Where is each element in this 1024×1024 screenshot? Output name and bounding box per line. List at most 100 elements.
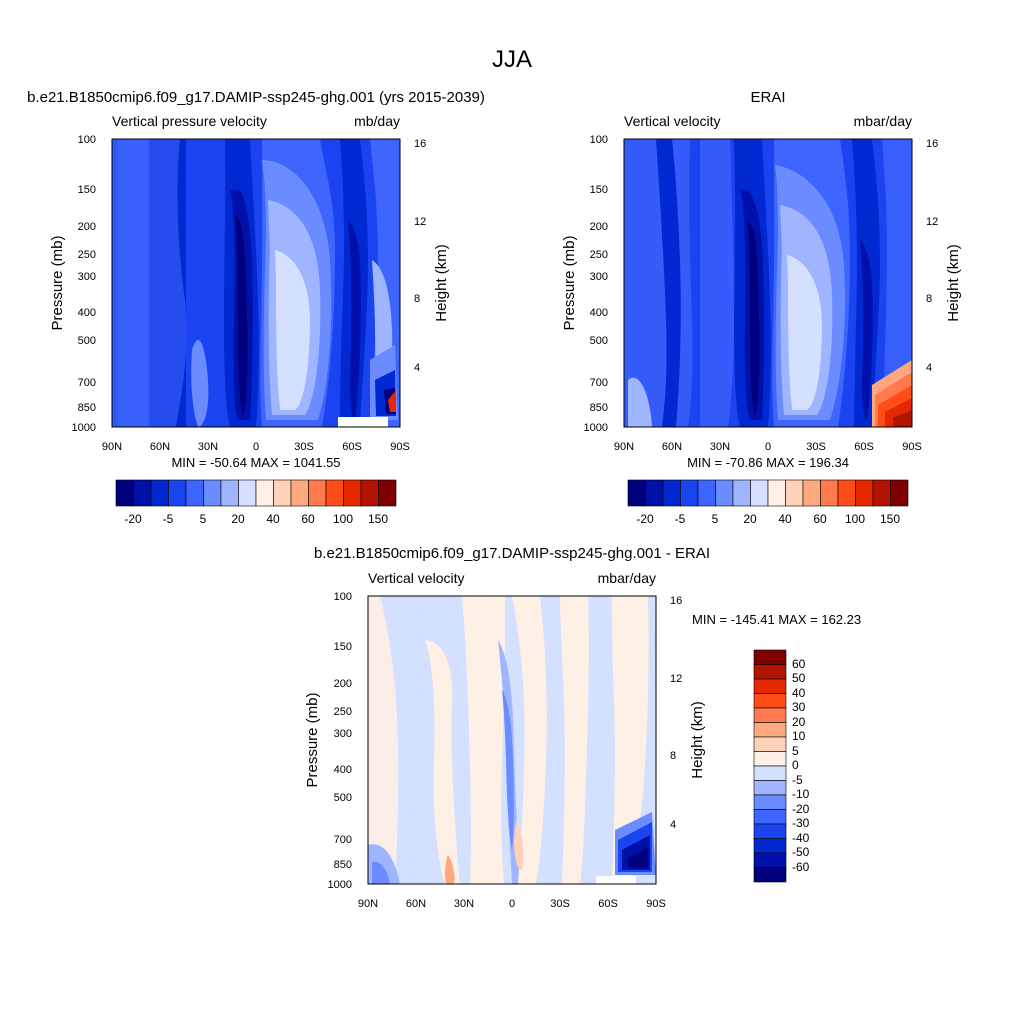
x-tick-label: 30N xyxy=(710,441,730,453)
x-tick-label: 30N xyxy=(198,441,218,453)
y2-tick-label: 12 xyxy=(414,216,426,228)
y-tick-label: 100 xyxy=(590,134,608,146)
x-tick-label: 90S xyxy=(646,898,666,910)
right-label: mb/day xyxy=(354,113,400,129)
colorbar-tick-label: 20 xyxy=(743,512,757,526)
colorbar-swatch xyxy=(872,479,891,507)
colorbar-tick-label: 150 xyxy=(368,512,388,526)
colorbar-tick-label: 100 xyxy=(845,512,865,526)
y-tick-label: 700 xyxy=(78,377,96,389)
y-tick-label: 700 xyxy=(334,834,352,846)
colorbar-tick-label: -10 xyxy=(792,787,810,801)
y-tick-label: 100 xyxy=(334,591,352,603)
colorbar-swatch xyxy=(785,479,804,507)
y-tick-label: 500 xyxy=(334,792,352,804)
colorbar-tick-label: 0 xyxy=(792,758,799,772)
panel-title: ERAI xyxy=(750,89,785,106)
colorbar-swatch xyxy=(627,479,646,507)
colorbar-swatch xyxy=(753,736,787,752)
y2-axis-label: Height (km) xyxy=(433,244,450,322)
colorbar-swatch xyxy=(855,479,874,507)
colorbar-swatch xyxy=(662,479,681,507)
colorbar-swatch xyxy=(753,722,787,738)
left-label: Vertical velocity xyxy=(368,570,464,586)
x-tick-label: 60N xyxy=(662,441,682,453)
colorbar-swatch xyxy=(238,479,257,507)
x-tick-label: 90S xyxy=(902,441,922,453)
y2-tick-label: 4 xyxy=(926,362,932,374)
x-tick-label: 60S xyxy=(854,441,874,453)
colorbar-tick-label: 10 xyxy=(792,729,806,743)
y-tick-label: 700 xyxy=(590,377,608,389)
colorbar-swatch xyxy=(133,479,152,507)
x-tick-label: 0 xyxy=(765,441,771,453)
panel-difference: b.e21.B1850cmip6.f09_g17.DAMIP-ssp245-gh… xyxy=(304,545,861,910)
colorbar xyxy=(115,479,397,507)
y2-tick-label: 16 xyxy=(414,138,426,150)
colorbar-tick-label: 60 xyxy=(792,657,806,671)
colorbar-swatch xyxy=(753,649,787,665)
colorbar-swatch xyxy=(697,479,716,507)
colorbar-swatch xyxy=(308,479,327,507)
x-tick-label: 0 xyxy=(253,441,259,453)
y-tick-label: 250 xyxy=(334,706,352,718)
colorbar-swatch xyxy=(753,780,787,796)
y-tick-label: 300 xyxy=(78,271,96,283)
right-label: mbar/day xyxy=(854,113,912,129)
colorbar-swatch xyxy=(753,765,787,781)
y-tick-label: 300 xyxy=(590,271,608,283)
y-tick-label: 200 xyxy=(334,678,352,690)
colorbar-tick-label: -5 xyxy=(675,512,686,526)
colorbar-tick-label: 20 xyxy=(231,512,245,526)
y-tick-label: 500 xyxy=(590,335,608,347)
y2-ticks: 16 12 8 4 xyxy=(926,138,938,374)
colorbar-swatch xyxy=(753,809,787,825)
stats-label: MIN = -70.86 MAX = 196.34 xyxy=(687,455,849,470)
colorbar-swatch xyxy=(753,838,787,854)
y-tick-label: 400 xyxy=(78,307,96,319)
y2-tick-label: 12 xyxy=(926,216,938,228)
y-tick-label: 850 xyxy=(78,402,96,414)
y2-tick-label: 4 xyxy=(670,819,676,831)
x-tick-label: 60N xyxy=(150,441,170,453)
x-tick-label: 90N xyxy=(358,898,378,910)
x-ticks: 90N 60N 30N 0 30S 60S 90S xyxy=(102,441,410,453)
y2-ticks: 16 12 8 4 xyxy=(414,138,426,374)
y-ticks: 100 150 200 250 300 400 500 700 850 1000 xyxy=(584,134,608,434)
y-tick-label: 1000 xyxy=(328,879,352,891)
colorbar-tick-label: 20 xyxy=(792,715,806,729)
x-tick-label: 30S xyxy=(806,441,826,453)
colorbar-swatch xyxy=(890,479,909,507)
plot-area xyxy=(367,595,657,885)
y-tick-label: 400 xyxy=(590,307,608,319)
colorbar-swatch xyxy=(750,479,769,507)
x-tick-label: 90N xyxy=(614,441,634,453)
colorbar-swatch xyxy=(378,479,397,507)
colorbar xyxy=(753,649,787,883)
colorbar-tick-label: 5 xyxy=(200,512,207,526)
right-label: mbar/day xyxy=(598,570,656,586)
colorbar-tick-label: 100 xyxy=(333,512,353,526)
y-tick-label: 100 xyxy=(78,134,96,146)
y-tick-label: 200 xyxy=(78,221,96,233)
plot-area xyxy=(111,138,406,428)
x-tick-label: 30S xyxy=(294,441,314,453)
panel-title: b.e21.B1850cmip6.f09_g17.DAMIP-ssp245-gh… xyxy=(27,89,485,106)
x-ticks: 90N 60N 30N 0 30S 60S 90S xyxy=(358,898,666,910)
colorbar-tick-label: 5 xyxy=(712,512,719,526)
colorbar-swatch xyxy=(220,479,239,507)
colorbar-tick-label: -20 xyxy=(636,512,654,526)
colorbar-swatch xyxy=(150,479,169,507)
colorbar-swatch xyxy=(753,693,787,709)
colorbar-swatch xyxy=(645,479,664,507)
colorbar xyxy=(627,479,909,507)
colorbar-swatch xyxy=(753,664,787,680)
colorbar-swatch xyxy=(255,479,274,507)
x-tick-label: 60S xyxy=(342,441,362,453)
colorbar-tick-label: 60 xyxy=(813,512,827,526)
y-tick-label: 150 xyxy=(590,184,608,196)
y-axis-label: Pressure (mb) xyxy=(561,235,578,330)
x-tick-label: 30S xyxy=(550,898,570,910)
y-tick-label: 150 xyxy=(78,184,96,196)
